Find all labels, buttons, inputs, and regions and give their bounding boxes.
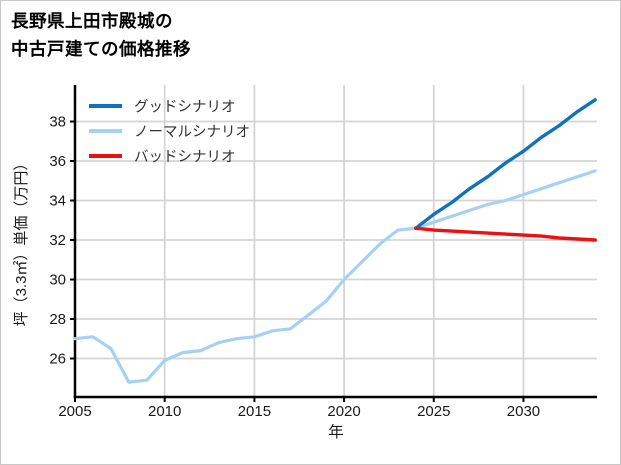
chart-title-line1: 長野県上田市殿城の xyxy=(11,11,173,31)
x-axis-label: 年 xyxy=(328,423,344,441)
x-tick-label: 2025 xyxy=(417,403,450,420)
y-tick-label: 26 xyxy=(49,350,66,367)
series-line-good xyxy=(414,98,597,230)
x-tick-label: 2010 xyxy=(148,403,181,420)
x-tick-label: 2030 xyxy=(507,403,540,420)
y-tick-label: 30 xyxy=(49,272,66,289)
x-tick-label: 2020 xyxy=(327,403,360,420)
chart-title: 長野県上田市殿城の 中古戸建ての価格推移 xyxy=(11,7,191,63)
series-line-normal xyxy=(73,169,597,384)
legend-label-bad: バッドシナリオ xyxy=(134,150,236,166)
series-line-bad xyxy=(414,226,597,242)
y-axis-label: 坪（3.3㎡）単価（万円） xyxy=(13,156,30,327)
legend-label-good: グッドシナリオ xyxy=(134,99,236,116)
y-tick-label: 34 xyxy=(49,193,66,210)
y-tick-label: 28 xyxy=(49,311,66,328)
y-tick-label: 32 xyxy=(49,232,66,249)
y-tick-label: 38 xyxy=(49,114,66,131)
x-tick-label: 2015 xyxy=(238,403,271,420)
y-tick-label: 36 xyxy=(49,153,66,170)
x-tick-label: 2005 xyxy=(58,403,91,420)
legend-label-normal: ノーマルシナリオ xyxy=(134,125,250,141)
chart-title-line2: 中古戸建ての価格推移 xyxy=(11,39,191,59)
